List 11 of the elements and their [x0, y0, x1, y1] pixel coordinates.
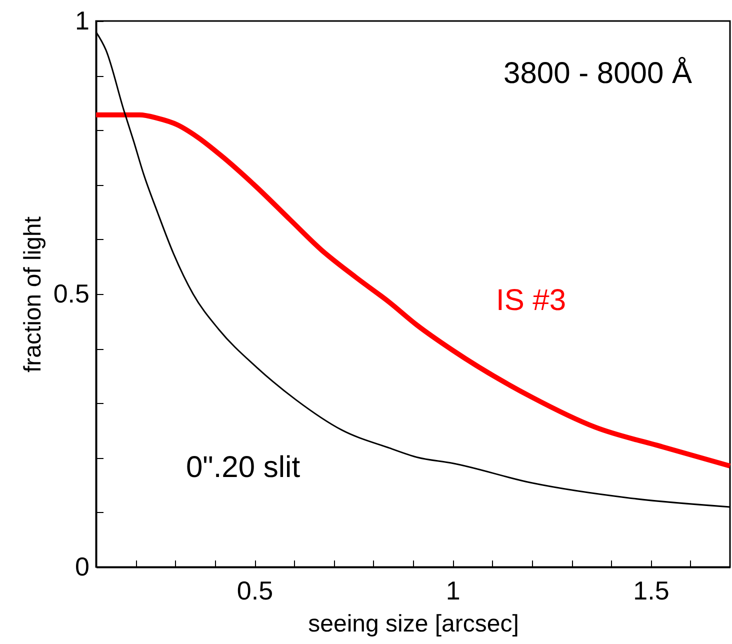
- x-axis-title: seeing size [arcsec]: [308, 610, 519, 638]
- annotation: 3800 - 8000 Å: [504, 56, 692, 90]
- series-label: 0".20 slit: [186, 451, 301, 484]
- x-tick-label: 1.5: [633, 576, 670, 606]
- y-tick-label: 0: [75, 552, 90, 582]
- y-tick-label: 0.5: [53, 278, 90, 308]
- x-tick-label: 0.5: [236, 576, 274, 606]
- series-label: IS #3: [496, 284, 566, 317]
- x-tick-label: 1: [446, 576, 460, 606]
- y-axis-title: fraction of light: [19, 216, 46, 373]
- y-tick-label: 1: [75, 6, 90, 36]
